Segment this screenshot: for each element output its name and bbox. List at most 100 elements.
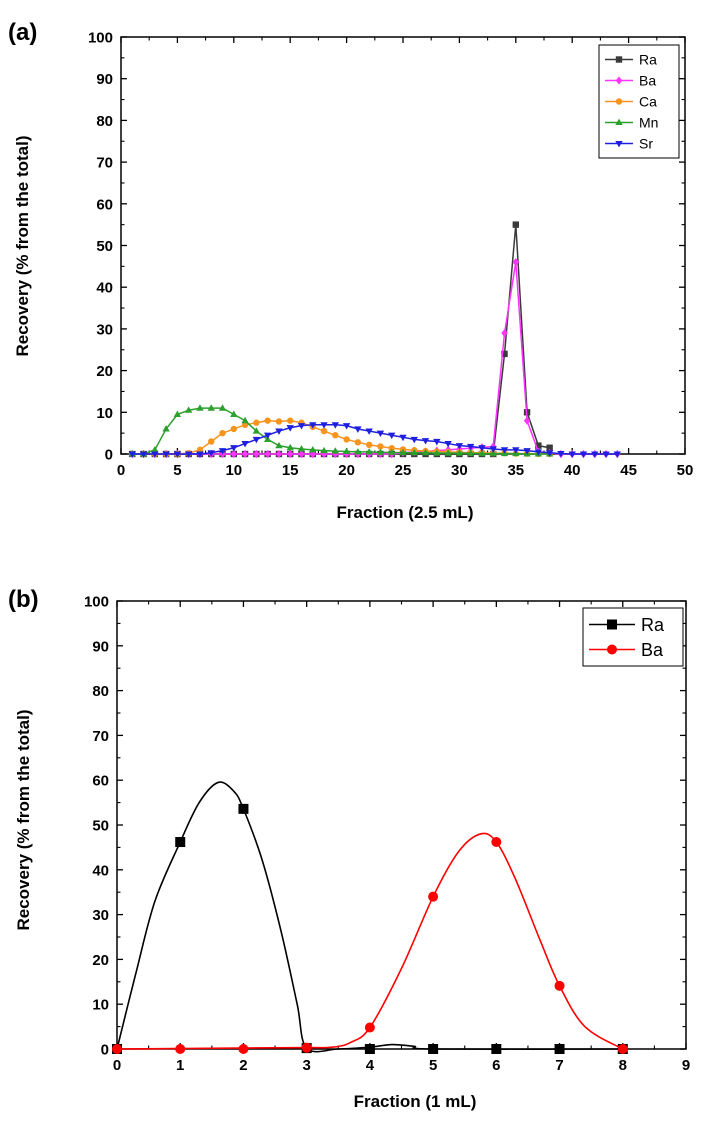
panel-a-y-tick-label: 70 bbox=[96, 155, 113, 172]
panel-a-legend-label-ra: Ra bbox=[639, 52, 657, 68]
panel-b-series-ba-point bbox=[364, 1022, 375, 1033]
panel-a-y-tick-label: 60 bbox=[96, 196, 113, 213]
panel-a-series-ba bbox=[129, 258, 621, 459]
panel-a-series-sr-point bbox=[230, 445, 238, 452]
panel-a-legend-label-sr: Sr bbox=[639, 136, 653, 152]
panel-a-series-ca-point bbox=[320, 427, 328, 435]
panel-a-series-sr-point bbox=[433, 438, 441, 446]
panel-b-legend-label-ra: Ra bbox=[641, 615, 665, 635]
panel-a-legend-marker-ca bbox=[615, 98, 623, 105]
panel-a-legend-label-ca: Ca bbox=[639, 94, 657, 110]
panel-b-series-ba-curve bbox=[116, 832, 624, 1050]
panel-a-series-sr-point bbox=[534, 449, 543, 456]
panel-a-series-ca-point bbox=[287, 417, 294, 424]
panel-a-series-mn-point bbox=[185, 406, 193, 413]
panel-a-x-axis-label: Fraction (2.5 mL) bbox=[337, 503, 474, 522]
panel-b-series-ba-point bbox=[554, 980, 565, 991]
panel-a-x-tick-label: 25 bbox=[395, 462, 412, 479]
panel-b-x-tick-label: 7 bbox=[555, 1057, 563, 1074]
panel-b-x-tick-label: 0 bbox=[113, 1057, 121, 1074]
panel-a-series-mn-point bbox=[196, 404, 204, 411]
panel-a-series-sr-point bbox=[613, 451, 621, 458]
panel-a-series-sr-point bbox=[376, 430, 385, 437]
panel-a-series-sr-point bbox=[354, 426, 362, 433]
panel-a-x-tick-label: 40 bbox=[564, 462, 581, 479]
panel-a-series-sr-point bbox=[263, 432, 272, 440]
panel-b-series-ra-curve bbox=[116, 781, 623, 1053]
panel-a-y-tick-label: 20 bbox=[96, 363, 113, 380]
panel-a-series-ca-point bbox=[219, 429, 226, 437]
panel-a-series-ba-point bbox=[287, 449, 294, 459]
panel-b-legend: Ra Ba bbox=[582, 607, 684, 667]
panel-a-series-ca-point bbox=[332, 432, 339, 439]
panel-b-legend-box bbox=[582, 607, 684, 667]
panel-a-x-tick-label: 45 bbox=[620, 462, 637, 479]
panel-a-series-ca-point bbox=[230, 425, 237, 433]
panel-a-series-ca-point bbox=[275, 418, 283, 425]
panel-a-series-mn-point bbox=[376, 448, 385, 455]
panel-a-series-ca-point bbox=[354, 439, 362, 446]
panel-a-series-mn-point bbox=[207, 404, 215, 411]
panel-a-y-tick-label: 10 bbox=[96, 405, 113, 422]
panel-b-y-tick-label: 30 bbox=[92, 907, 109, 924]
panel-a-x-tick-label: 30 bbox=[451, 462, 468, 479]
panel-a-series-sr-point bbox=[478, 445, 486, 452]
panel-a-series-sr-point bbox=[489, 446, 497, 453]
panel-a-series-ba-point bbox=[501, 328, 508, 338]
panel-a-x-tick-label: 50 bbox=[677, 462, 694, 479]
panel-a-series-sr-point bbox=[512, 447, 520, 454]
panel-b-series-ra-point bbox=[364, 1044, 375, 1054]
panel-a-series-sr-point bbox=[523, 448, 531, 455]
panel-a-series-sr-point bbox=[331, 422, 339, 429]
panel-a-series-mn-point bbox=[331, 447, 339, 454]
panel-a: (a) Fraction (2.5 mL) Recovery (% from t… bbox=[8, 19, 693, 522]
panel-a-series-sr-point bbox=[421, 438, 430, 445]
panel-a-series-mn-point bbox=[399, 448, 407, 456]
panel-a-y-tick-label: 0 bbox=[105, 447, 113, 464]
panel-a-series-mn-point bbox=[241, 416, 249, 424]
panel-a-series-sr-point bbox=[545, 450, 554, 457]
panel-b-x-tick-label: 2 bbox=[239, 1057, 247, 1074]
panel-b-x-tick-label: 4 bbox=[366, 1057, 375, 1074]
panel-a-series-sr-point bbox=[252, 436, 261, 444]
panel-a-series-sr-point bbox=[568, 451, 576, 458]
panel-a-series-sr-point bbox=[365, 428, 373, 435]
panel-a-y-tick-label: 30 bbox=[96, 321, 113, 338]
panel-a-x-tick-label: 10 bbox=[225, 462, 242, 479]
panel-a-series-mn-point bbox=[286, 443, 294, 451]
panel-a-series-mn-point bbox=[489, 449, 497, 457]
panel-b-series-ba-point bbox=[301, 1042, 312, 1053]
panel-a-series-sr-point bbox=[410, 436, 418, 444]
panel-b-series-ra-point bbox=[554, 1044, 565, 1054]
panel-a-legend-marker-ra bbox=[615, 56, 623, 63]
panel-b-y-tick-label: 100 bbox=[84, 594, 109, 611]
panel-a-series-ca-point bbox=[253, 419, 260, 426]
panel-a-series-sr-point bbox=[309, 422, 317, 429]
panel-a-series-mn-point bbox=[275, 441, 283, 449]
panel-a-series-sr-point bbox=[218, 448, 227, 455]
panel-a-series-mn bbox=[128, 404, 554, 457]
panel-a-series-mn-point bbox=[230, 410, 238, 417]
panel-a-legend-label-ba: Ba bbox=[639, 73, 656, 89]
panel-b-series-ba-point bbox=[175, 1044, 186, 1054]
panel-b-y-tick-label: 0 bbox=[101, 1042, 109, 1059]
panel-a-series-sr-point bbox=[557, 451, 565, 458]
panel-b-y-tick-label: 80 bbox=[92, 683, 109, 700]
panel-a-series-sr-point bbox=[467, 443, 475, 451]
panel-b-y-tick-label: 40 bbox=[92, 862, 109, 879]
panel-a-y-tick-label: 40 bbox=[96, 280, 113, 297]
panel-b-series-ra-point bbox=[175, 837, 186, 848]
panel-a-series-mn-point bbox=[309, 445, 317, 453]
panel-b-series-ba-point bbox=[491, 837, 502, 848]
panel-b-series-ba-point bbox=[238, 1044, 249, 1054]
panel-a-series-mn-point bbox=[342, 447, 351, 455]
panel-b-legend-marker-ba bbox=[607, 644, 617, 655]
panel-a-series-ra-point bbox=[546, 444, 553, 451]
panel-a-series-ba-point bbox=[264, 449, 271, 459]
panel-a-series-sr-point bbox=[579, 451, 588, 458]
panel-a-series-ba-point bbox=[230, 449, 237, 459]
panel-a-series-sr-point bbox=[162, 451, 170, 458]
panel-b-x-tick-label: 6 bbox=[492, 1057, 500, 1074]
panel-a-y-tick-label: 100 bbox=[88, 30, 113, 47]
